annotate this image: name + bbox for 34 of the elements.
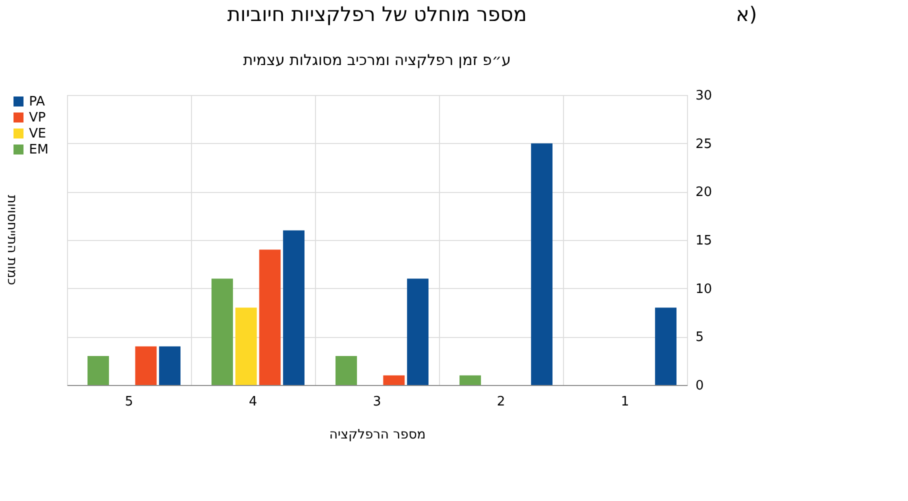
chart-title: מספר מוחלט של רפלקציות חיוביות	[227, 2, 527, 26]
bar	[336, 356, 357, 385]
bar	[212, 278, 233, 385]
x-tick-label: 1	[620, 394, 630, 410]
legend-label: VP	[29, 110, 46, 126]
x-tick-label: 4	[248, 394, 258, 410]
bar	[407, 278, 429, 385]
text: א)	[736, 2, 757, 26]
bar	[88, 356, 109, 385]
bar	[283, 230, 305, 385]
y-tick-label: 0	[696, 378, 704, 394]
x-tick-label: 2	[496, 394, 506, 410]
y-tick-label: 25	[696, 136, 712, 152]
x-axis-title: מספר הרפלקציה	[329, 428, 426, 442]
bar	[259, 250, 281, 385]
legend-label: EM	[29, 142, 48, 158]
bar	[655, 308, 677, 385]
x-tick-label: 5	[124, 394, 134, 410]
legend-label: PA	[29, 94, 46, 110]
y-tick-label: 5	[696, 330, 704, 346]
bar	[531, 143, 553, 385]
chart-subtitle: ע״פ זמן רפלקציה ומרכיב מסוגלות עצמית	[243, 51, 511, 69]
bar	[135, 346, 157, 385]
legend-label: VE	[29, 126, 46, 142]
bar	[383, 375, 405, 385]
y-tick-label: 10	[696, 282, 712, 297]
y-tick-label: 15	[696, 234, 712, 248]
y-tick-label: 30	[696, 88, 712, 104]
y-tick-label: 20	[696, 185, 712, 200]
bar	[235, 308, 257, 385]
bar	[159, 346, 181, 385]
y-axis-title: כמות התייחסויות	[4, 194, 19, 286]
x-tick-label: 3	[372, 394, 382, 410]
bar	[460, 375, 481, 385]
